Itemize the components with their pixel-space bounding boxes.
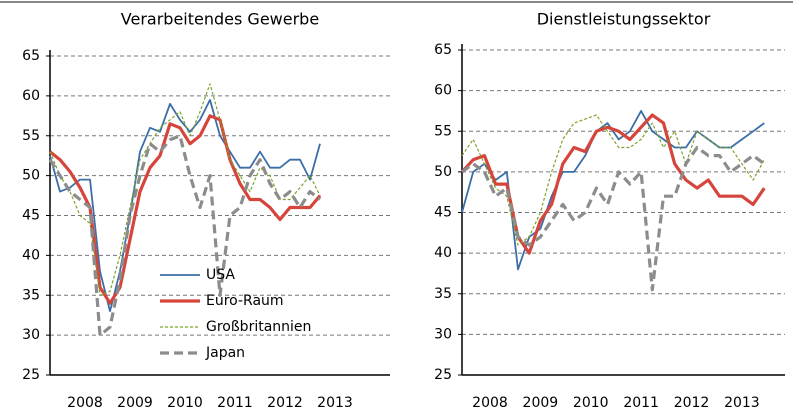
y-tick-label: 45	[434, 205, 452, 221]
series-line	[461, 114, 765, 246]
y-tick-label: 40	[22, 247, 40, 263]
y-tick-label: 25	[434, 367, 452, 383]
legend-label: Euro-Raum	[206, 293, 284, 309]
y-tick-label: 30	[434, 326, 452, 342]
series-line	[49, 99, 321, 313]
y-tick-label: 60	[22, 88, 40, 104]
y-tick-label: 60	[434, 83, 452, 99]
x-tick-label: 2009	[117, 395, 153, 411]
y-tick-label: 45	[22, 208, 40, 224]
x-tick-label: 2010	[167, 395, 203, 411]
x-tick-label: 2013	[724, 395, 760, 411]
x-tick-label: 2008	[67, 395, 103, 411]
x-tick-label: 2011	[217, 395, 253, 411]
legend-label: Großbritannien	[206, 319, 311, 335]
chart-title: Verarbeitendes Gewerbe	[121, 10, 319, 29]
legend-label: USA	[206, 267, 235, 283]
y-tick-label: 35	[434, 286, 452, 302]
y-tick-label: 35	[22, 287, 40, 303]
series-line	[48, 134, 321, 337]
y-tick-label: 55	[434, 123, 452, 139]
y-tick-label: 30	[22, 327, 40, 343]
x-tick-label: 2008	[472, 395, 508, 411]
x-tick-label: 2011	[623, 395, 659, 411]
x-tick-label: 2012	[267, 395, 303, 411]
x-tick-label: 2013	[317, 395, 353, 411]
x-tick-label: 2010	[573, 395, 609, 411]
y-tick-label: 65	[434, 42, 452, 58]
legend-label: Japan	[205, 345, 245, 361]
y-tick-label: 40	[434, 245, 452, 261]
y-tick-label: 50	[22, 168, 40, 184]
y-tick-label: 55	[22, 128, 40, 144]
chart-title: Dienstleistungssektor	[537, 10, 711, 29]
x-tick-label: 2012	[674, 395, 710, 411]
x-tick-label: 2009	[523, 395, 559, 411]
y-tick-label: 25	[22, 367, 40, 383]
y-tick-label: 50	[434, 164, 452, 180]
series-line	[49, 114, 322, 305]
series-line	[461, 145, 766, 292]
y-tick-label: 65	[22, 48, 40, 64]
